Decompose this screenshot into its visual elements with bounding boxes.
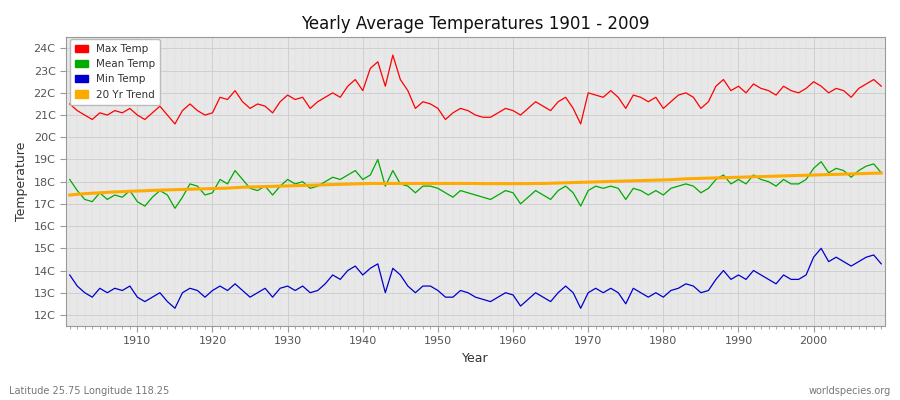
Y-axis label: Temperature: Temperature: [15, 142, 28, 221]
Title: Yearly Average Temperatures 1901 - 2009: Yearly Average Temperatures 1901 - 2009: [302, 15, 650, 33]
X-axis label: Year: Year: [463, 352, 489, 365]
Text: Latitude 25.75 Longitude 118.25: Latitude 25.75 Longitude 118.25: [9, 386, 169, 396]
Text: worldspecies.org: worldspecies.org: [809, 386, 891, 396]
Legend: Max Temp, Mean Temp, Min Temp, 20 Yr Trend: Max Temp, Mean Temp, Min Temp, 20 Yr Tre…: [70, 39, 160, 105]
